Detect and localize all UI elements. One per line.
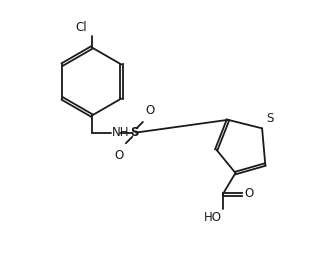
Text: O: O [115,148,124,162]
Text: S: S [266,112,274,125]
Text: S: S [130,126,139,139]
Text: HO: HO [204,211,222,224]
Text: O: O [244,187,253,200]
Text: Cl: Cl [75,21,87,34]
Text: O: O [145,104,154,117]
Text: NH: NH [112,126,129,139]
